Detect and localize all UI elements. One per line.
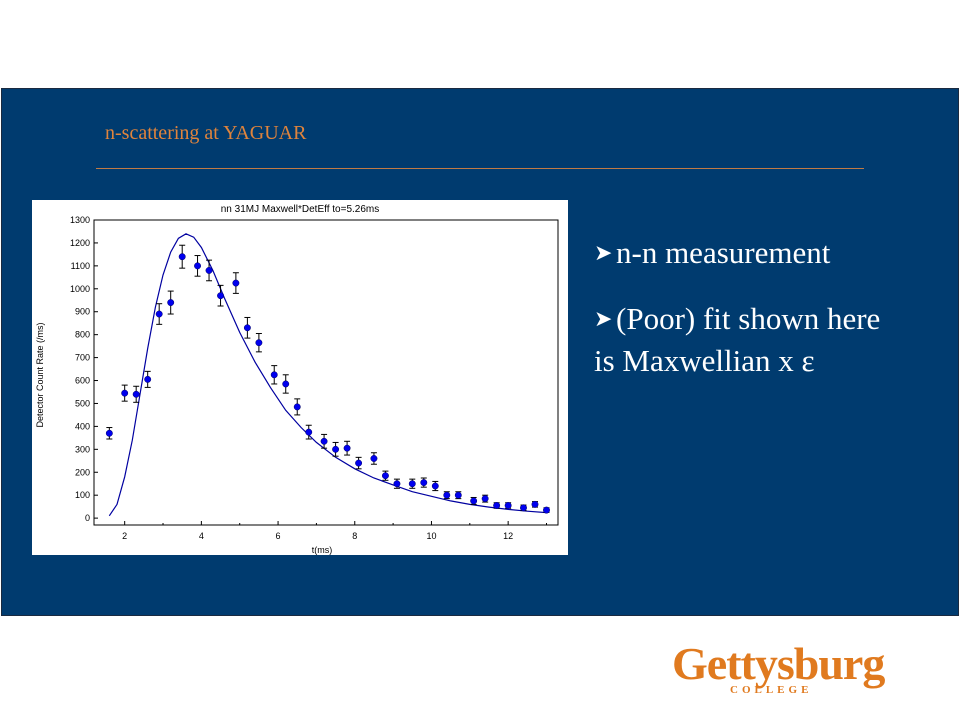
y-tick-label: 1000 (70, 284, 90, 294)
y-tick-label: 900 (75, 307, 90, 317)
data-point (105, 429, 113, 437)
data-point (431, 482, 439, 490)
title-divider (96, 168, 864, 169)
bullet-text: (Poor) fit shown here (616, 301, 881, 336)
y-tick-label: 300 (75, 444, 90, 454)
data-point (132, 390, 140, 398)
data-point (305, 428, 313, 436)
fit-curve (108, 233, 547, 517)
data-point (470, 497, 478, 505)
data-point (178, 253, 186, 261)
data-point (443, 491, 451, 499)
data-point (320, 437, 328, 445)
data-point (531, 500, 539, 508)
bullet-item: ➤ (Poor) fit shown here is Maxwellian x ε (594, 298, 954, 382)
data-point (481, 495, 489, 503)
scatter-chart: nn 31MJ Maxwell*DetEff to=5.26ms t(ms) D… (35, 204, 559, 555)
data-point (217, 292, 224, 300)
x-tick-label: 4 (199, 531, 204, 541)
plot-frame (93, 219, 559, 526)
data-point (520, 504, 527, 512)
x-axis-label: t(ms) (312, 545, 333, 555)
college-logo: Gettysburg COLLEGE (672, 640, 885, 702)
y-tick-label: 100 (75, 490, 90, 500)
data-point (408, 480, 416, 488)
x-tick-label: 10 (426, 531, 436, 541)
bullet-text-continuation: is Maxwellian x ε (594, 343, 815, 378)
y-tick-label: 1100 (71, 261, 90, 271)
bullet-text: n-n measurement (616, 235, 831, 270)
x-tick-label: 12 (503, 531, 513, 541)
data-point (144, 375, 152, 383)
data-point (343, 444, 351, 452)
data-point (155, 310, 163, 318)
logo-subtitle: COLLEGE (730, 684, 813, 696)
data-point (243, 324, 251, 332)
data-point (420, 479, 428, 487)
chart-panel: nn 31MJ Maxwell*DetEff to=5.26ms t(ms) D… (32, 200, 568, 555)
y-tick-label: 500 (75, 398, 90, 408)
bullet-list: ➤ n-n measurement ➤ (Poor) fit shown here … (594, 232, 954, 406)
logo-wordmark: Gettysburg (672, 638, 885, 689)
y-tick-label: 1300 (70, 215, 90, 225)
bullet-item: ➤ n-n measurement (594, 232, 954, 274)
y-axis-label: Detector Count Rate (/ms) (35, 322, 45, 427)
data-point (381, 472, 389, 480)
data-point (332, 445, 340, 453)
y-tick-label: 800 (75, 330, 90, 340)
slide-title: n-scattering at YAGUAR (105, 122, 307, 144)
data-point (255, 339, 263, 347)
data-point (232, 279, 240, 287)
data-point (270, 371, 278, 379)
data-point (205, 267, 213, 274)
y-tick-label: 600 (75, 376, 90, 386)
x-tick-label: 6 (276, 531, 281, 541)
arrow-bullet-icon: ➤ (594, 306, 613, 331)
data-point (543, 506, 550, 514)
data-point (194, 262, 201, 270)
data-point (293, 403, 301, 411)
data-point (504, 502, 512, 509)
y-tick-label: 700 (75, 353, 90, 363)
data-point (393, 480, 401, 488)
data-point (355, 459, 363, 467)
y-tick-label: 200 (75, 467, 90, 477)
data-point (454, 491, 462, 499)
y-tick-label: 0 (85, 513, 90, 523)
arrow-bullet-icon: ➤ (594, 240, 613, 265)
chart-title: nn 31MJ Maxwell*DetEff to=5.26ms (221, 204, 380, 215)
data-point (282, 380, 290, 388)
y-tick-label: 400 (75, 421, 90, 431)
data-point (493, 502, 501, 509)
x-tick-label: 8 (352, 531, 357, 541)
y-tick-label: 1200 (70, 238, 90, 248)
data-point (167, 299, 175, 307)
data-point (370, 455, 378, 462)
data-point (121, 389, 129, 397)
x-tick-label: 2 (122, 531, 127, 541)
